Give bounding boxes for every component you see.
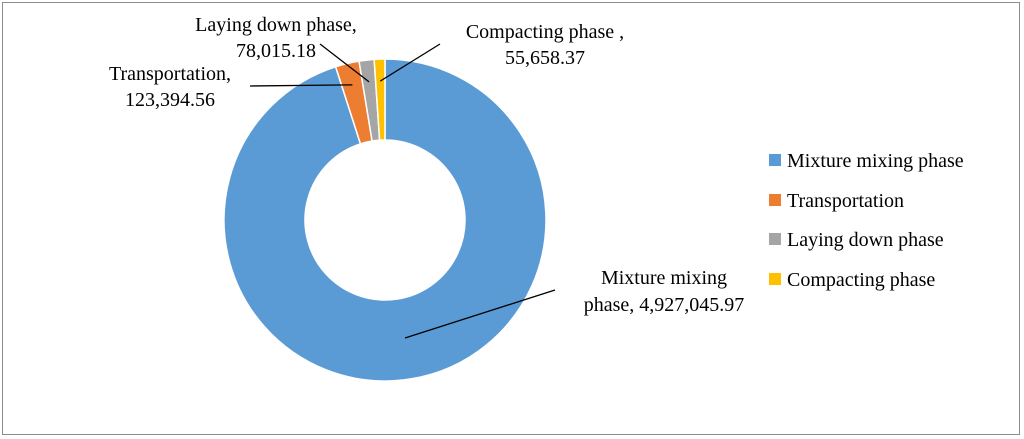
legend-swatch-compacting: [769, 273, 781, 285]
legend-swatch-mixture: [769, 154, 781, 166]
data-label-mixture: Mixture mixing phase, 4,927,045.97: [584, 267, 745, 316]
leader-lines-group: [249, 43, 556, 339]
leader-line-laying: [319, 43, 370, 83]
legend-swatch-laying: [769, 233, 781, 245]
data-label-mixture-line2: phase, 4,927,045.97: [584, 294, 745, 316]
data-label-laying-line1: Laying down phase,: [195, 14, 357, 36]
legend-swatch-transportation: [769, 194, 781, 206]
legend-label-compacting: Compacting phase: [787, 269, 935, 291]
data-label-compacting-line2: 55,658.37: [505, 47, 585, 69]
data-label-transportation-line1: Transportation,: [109, 63, 231, 85]
slice-mixture: [223, 58, 547, 382]
leader-line-mixture: [404, 289, 556, 339]
data-label-transportation-line2: 123,394.56: [125, 89, 215, 111]
slices-group: [223, 58, 547, 382]
legend-label-laying: Laying down phase: [787, 229, 944, 251]
data-label-transportation: Transportation, 123,394.56: [109, 63, 231, 111]
data-label-compacting-line1: Compacting phase ,: [466, 21, 624, 43]
leader-line-compacting: [379, 43, 441, 82]
leader-line-transportation: [249, 84, 353, 87]
legend-label-transportation: Transportation: [787, 190, 904, 212]
data-label-laying-line2: 78,015.18: [236, 40, 316, 62]
legend-label-mixture: Mixture mixing phase: [787, 150, 964, 172]
data-label-laying: Laying down phase, 78,015.18: [195, 14, 357, 62]
data-label-compacting: Compacting phase , 55,658.37: [466, 21, 624, 69]
legend: Mixture mixing phase Transportation Layi…: [769, 150, 964, 291]
data-label-mixture-line1: Mixture mixing: [601, 267, 727, 289]
